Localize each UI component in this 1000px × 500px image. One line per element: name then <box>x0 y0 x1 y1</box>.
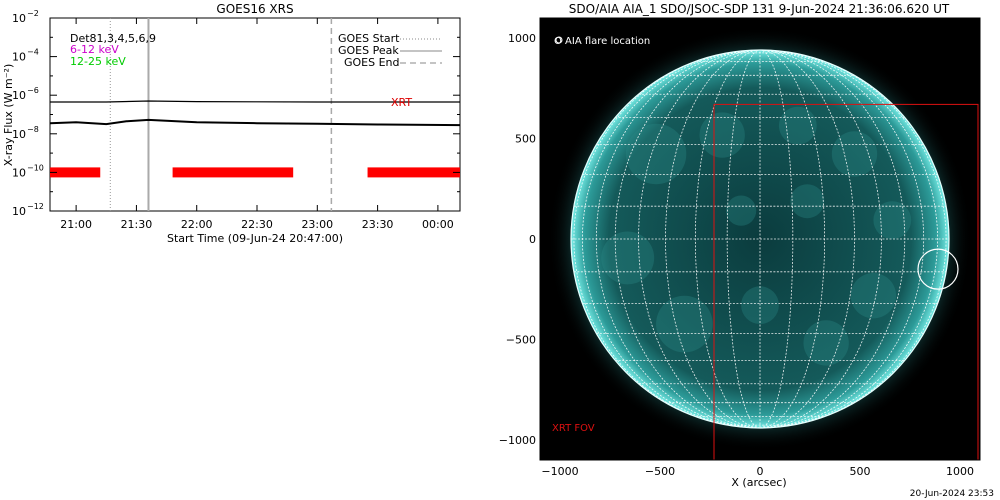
goes-y-tick-label: 10 <box>12 205 26 218</box>
goes-ylabel: X-ray Flux (W m⁻²) <box>2 64 15 166</box>
goes-y-tick-exponent: −2 <box>27 9 39 18</box>
channel-label-det: Det81,3,4,5,6,9 <box>70 32 156 45</box>
legend-goes-end-label: GOES End <box>344 56 400 69</box>
goes-x-tick-label: 22:30 <box>241 218 273 231</box>
goes-y-tick-exponent: −12 <box>27 202 44 211</box>
goes-y-tick-label: 10 <box>12 89 26 102</box>
goes-x-tick-label: 21:00 <box>60 218 92 231</box>
goes-y-tick-label: 10 <box>12 51 26 64</box>
goes-title: GOES16 XRS <box>216 2 293 16</box>
goes-x-tick-label: 21:30 <box>121 218 153 231</box>
active-region-brightening <box>725 195 757 226</box>
goes-x-tick-label: 23:00 <box>301 218 333 231</box>
active-region-brightening <box>656 295 713 353</box>
legend-goes-start-label: GOES Start <box>338 32 400 45</box>
active-region-brightening <box>850 273 897 319</box>
goes-y-tick-exponent: −8 <box>27 125 39 134</box>
aia-xlabel: X (arcsec) <box>731 476 786 489</box>
goes-panel: GOES16 XRS 21:00 21:30 22:00 22:30 23:00 23:3… <box>2 2 461 245</box>
goes-y-tick-label: 10 <box>12 166 26 179</box>
xrt-interval-bar <box>172 167 294 178</box>
longitude-grid-line <box>759 50 925 428</box>
active-region-brightening <box>831 131 878 177</box>
xrt-interval-bar <box>50 167 101 178</box>
channel-label-12-25: 12-25 keV <box>70 55 126 68</box>
goes-legend: GOES Start GOES Peak GOES End <box>338 32 442 69</box>
aia-panel: SDO/AIA AIA_1 SDO/JSOC-SDP 131 9-Jun-202… <box>499 2 981 489</box>
xrt-label: XRT <box>391 96 412 109</box>
aia-y-tick-label: 1000 <box>508 32 536 45</box>
aia-x-tick-label: 0 <box>757 465 764 478</box>
goes-y-tick-label: 10 <box>12 128 26 141</box>
xrt-fov-label: XRT FOV <box>552 423 595 434</box>
aia-title: SDO/AIA AIA_1 SDO/JSOC-SDP 131 9-Jun-202… <box>569 2 950 16</box>
goes-series-line <box>50 100 460 103</box>
aia-x-tick-label: −500 <box>645 465 675 478</box>
solar-limb <box>570 49 950 429</box>
goes-x-tick-label: 22:00 <box>181 218 213 231</box>
active-region-brightening <box>873 201 912 240</box>
goes-y-tick-exponent: −6 <box>27 86 39 95</box>
active-region-brightening <box>601 231 655 285</box>
goes-x-tick-label: 23:30 <box>362 218 394 231</box>
goes-series-line <box>49 118 461 127</box>
aia-x-tick-label: −1000 <box>541 465 578 478</box>
flare-location-marker <box>917 248 959 290</box>
goes-x-tick-label: 00:00 <box>422 218 454 231</box>
channel-label-6-12: 6-12 keV <box>70 43 119 56</box>
active-region-brightening <box>625 123 687 185</box>
aia-x-tick-label: 1000 <box>946 465 974 478</box>
active-region-brightening <box>699 112 745 158</box>
aia-y-tick-label: −1000 <box>499 434 536 447</box>
aia-legend-circle-icon <box>555 36 563 44</box>
goes-y-tick-exponent: −4 <box>27 48 39 57</box>
aia-y-tick-label: −500 <box>506 333 536 346</box>
legend-goes-peak-label: GOES Peak <box>338 44 399 57</box>
goes-xlabel: Start Time (09-Jun-24 20:47:00) <box>167 232 343 245</box>
aia-y-tick-label: 500 <box>515 133 536 146</box>
footer-timestamp: 20-Jun-2024 23:53 <box>910 489 994 499</box>
aia-x-tick-label: 500 <box>850 465 871 478</box>
aia-legend-label: O AIA flare location <box>554 36 650 47</box>
xrt-interval-bar <box>367 167 460 178</box>
xrt-fov-box <box>713 103 979 460</box>
active-region-brightening <box>778 106 817 145</box>
goes-y-tick-label: 10 <box>12 12 26 25</box>
active-region-brightening <box>803 320 849 366</box>
longitude-grid-line <box>759 50 939 428</box>
aia-y-tick-label: 0 <box>529 233 536 246</box>
goes-y-tick-exponent: −10 <box>27 163 44 172</box>
active-region-brightening <box>790 184 825 219</box>
